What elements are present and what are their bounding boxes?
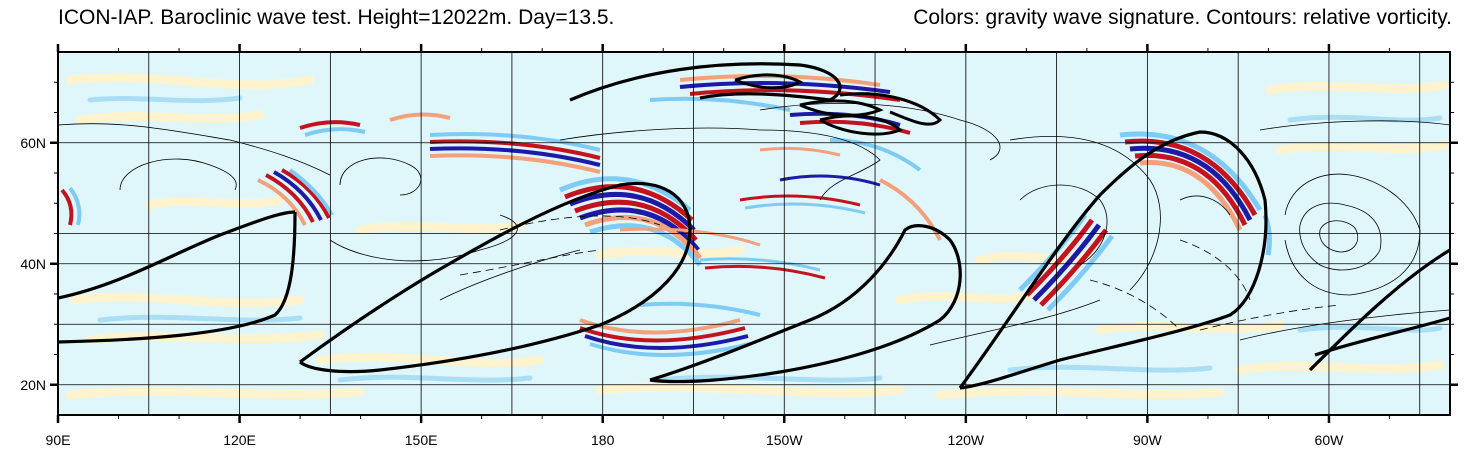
lon-tick-label: 150E [405,432,438,448]
thin-vorticity-contours [58,103,1450,346]
lon-tick-label: 120E [223,432,256,448]
wave-packet-north-central [299,112,601,174]
axis-labels: 90E 120E 150E 180 150W 120W 90W 60W 20N 40N 60N [20,135,1344,448]
wave-packet-north-arc [1119,131,1272,256]
dashed-vorticity-contours [459,215,1341,331]
lat-tick-label: 60N [20,135,46,151]
lon-tick-label: 120W [948,432,985,448]
light-blue-bands [87,95,1443,383]
lon-tick-label: 90E [46,432,71,448]
lat-tick-label: 20N [20,377,46,393]
axis-ticks [50,44,1458,423]
plot-title-left: ICON-IAP. Baroclinic wave test. Height=1… [58,6,615,29]
wave-packet-west [60,168,334,226]
lon-tick-label: 150W [766,432,803,448]
graticule [58,52,1450,415]
lon-tick-label: 180 [591,432,615,448]
plot-title-right: Colors: gravity wave signature. Contours… [913,6,1452,29]
pale-signal-bands [65,73,1450,400]
wave-packet-central [559,176,702,267]
thick-vorticity-contours [58,62,1450,390]
lon-tick-label: 90W [1133,432,1163,448]
wave-packet-middle [619,146,881,280]
lon-tick-label: 60W [1315,432,1345,448]
thick-vorticity-closed [734,73,943,136]
lat-tick-label: 40N [20,256,46,272]
